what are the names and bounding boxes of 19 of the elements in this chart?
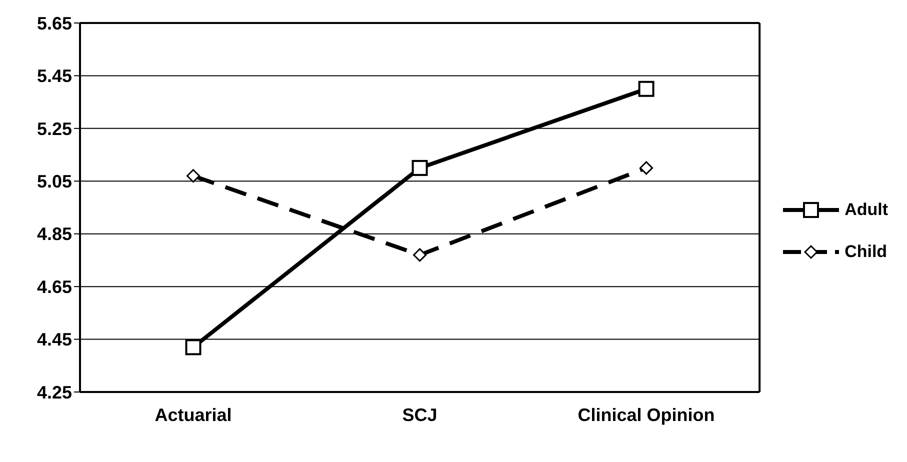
point <box>640 161 654 175</box>
point <box>413 248 427 262</box>
point <box>638 80 654 97</box>
legend-label: Child <box>844 242 888 262</box>
y-tick-label: 4.45 <box>36 330 72 350</box>
y-tick-label: 5.65 <box>36 13 72 34</box>
x-tick-label: Actuarial <box>154 404 232 425</box>
x-tick-label: SCJ <box>402 404 438 425</box>
y-tick-label: 4.25 <box>36 382 72 402</box>
y-tick-label: 5.05 <box>36 172 72 192</box>
y-tick-label: 5.45 <box>36 66 72 86</box>
point <box>185 339 202 356</box>
y-tick-label: 4.85 <box>36 224 72 244</box>
point <box>412 160 428 176</box>
x-tick-label: Clinical Opinion <box>578 404 715 425</box>
y-tick-label: 5.25 <box>36 118 72 139</box>
legend-label: Adult <box>844 200 888 220</box>
point <box>186 169 200 183</box>
y-tick-label: 4.65 <box>36 276 72 297</box>
